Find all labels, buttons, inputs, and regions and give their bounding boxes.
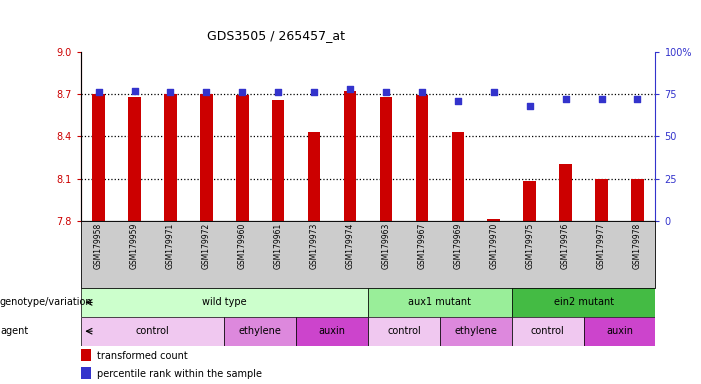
Point [237, 89, 248, 96]
Bar [487, 219, 500, 221]
Text: transformed count: transformed count [97, 351, 187, 361]
Text: GSM179963: GSM179963 [381, 223, 390, 269]
Text: ethylene: ethylene [239, 326, 282, 336]
Text: wild type: wild type [202, 297, 247, 308]
Bar [224, 317, 297, 346]
Bar [559, 164, 572, 221]
Text: GSM179967: GSM179967 [417, 223, 426, 269]
Text: GSM179969: GSM179969 [454, 223, 463, 269]
Bar [512, 288, 655, 317]
Bar [272, 100, 285, 221]
Bar [164, 94, 177, 221]
Bar [595, 179, 608, 221]
Text: GSM179976: GSM179976 [561, 223, 570, 269]
Bar [81, 349, 91, 361]
Point [344, 86, 355, 92]
Point [632, 96, 643, 102]
Text: GSM179959: GSM179959 [130, 223, 139, 269]
Text: GSM179977: GSM179977 [597, 223, 606, 269]
Bar [81, 317, 224, 346]
Point [273, 89, 284, 96]
Text: GSM179974: GSM179974 [346, 223, 355, 269]
Point [524, 103, 536, 109]
Bar [343, 91, 356, 221]
Text: control: control [387, 326, 421, 336]
Bar [297, 317, 368, 346]
Text: control: control [531, 326, 564, 336]
Text: genotype/variation: genotype/variation [0, 297, 93, 308]
Text: control: control [135, 326, 170, 336]
Text: GSM179958: GSM179958 [94, 223, 103, 269]
Text: ein2 mutant: ein2 mutant [554, 297, 613, 308]
Point [129, 88, 140, 94]
Point [416, 89, 428, 96]
Bar [631, 179, 644, 221]
Text: percentile rank within the sample: percentile rank within the sample [97, 369, 261, 379]
Bar [368, 288, 512, 317]
Point [200, 89, 212, 96]
Bar [128, 97, 141, 221]
Text: GSM179961: GSM179961 [273, 223, 283, 269]
Bar [368, 317, 440, 346]
Point [560, 96, 571, 102]
Text: GSM179971: GSM179971 [166, 223, 175, 269]
Text: GSM179970: GSM179970 [489, 223, 498, 269]
Point [381, 89, 392, 96]
Bar [81, 367, 91, 379]
Text: GSM179973: GSM179973 [310, 223, 319, 269]
Text: GSM179978: GSM179978 [633, 223, 642, 269]
Text: ethylene: ethylene [454, 326, 497, 336]
Bar [93, 94, 105, 221]
Text: GSM179972: GSM179972 [202, 223, 211, 269]
Point [93, 89, 104, 96]
Bar [81, 288, 368, 317]
Bar [416, 96, 428, 221]
Text: auxin: auxin [606, 326, 633, 336]
Point [308, 89, 320, 96]
Point [488, 89, 499, 96]
Bar [524, 181, 536, 221]
Bar [440, 317, 512, 346]
Text: GSM179960: GSM179960 [238, 223, 247, 269]
Bar [200, 94, 212, 221]
Bar [512, 317, 583, 346]
Point [452, 98, 463, 104]
Text: agent: agent [0, 326, 28, 336]
Bar [380, 97, 393, 221]
Text: GSM179975: GSM179975 [525, 223, 534, 269]
Text: GDS3505 / 265457_at: GDS3505 / 265457_at [207, 29, 345, 42]
Bar [584, 317, 655, 346]
Bar [451, 132, 464, 221]
Point [596, 96, 607, 102]
Text: auxin: auxin [318, 326, 346, 336]
Text: aux1 mutant: aux1 mutant [409, 297, 471, 308]
Bar [236, 96, 249, 221]
Point [165, 89, 176, 96]
Bar [308, 132, 320, 221]
